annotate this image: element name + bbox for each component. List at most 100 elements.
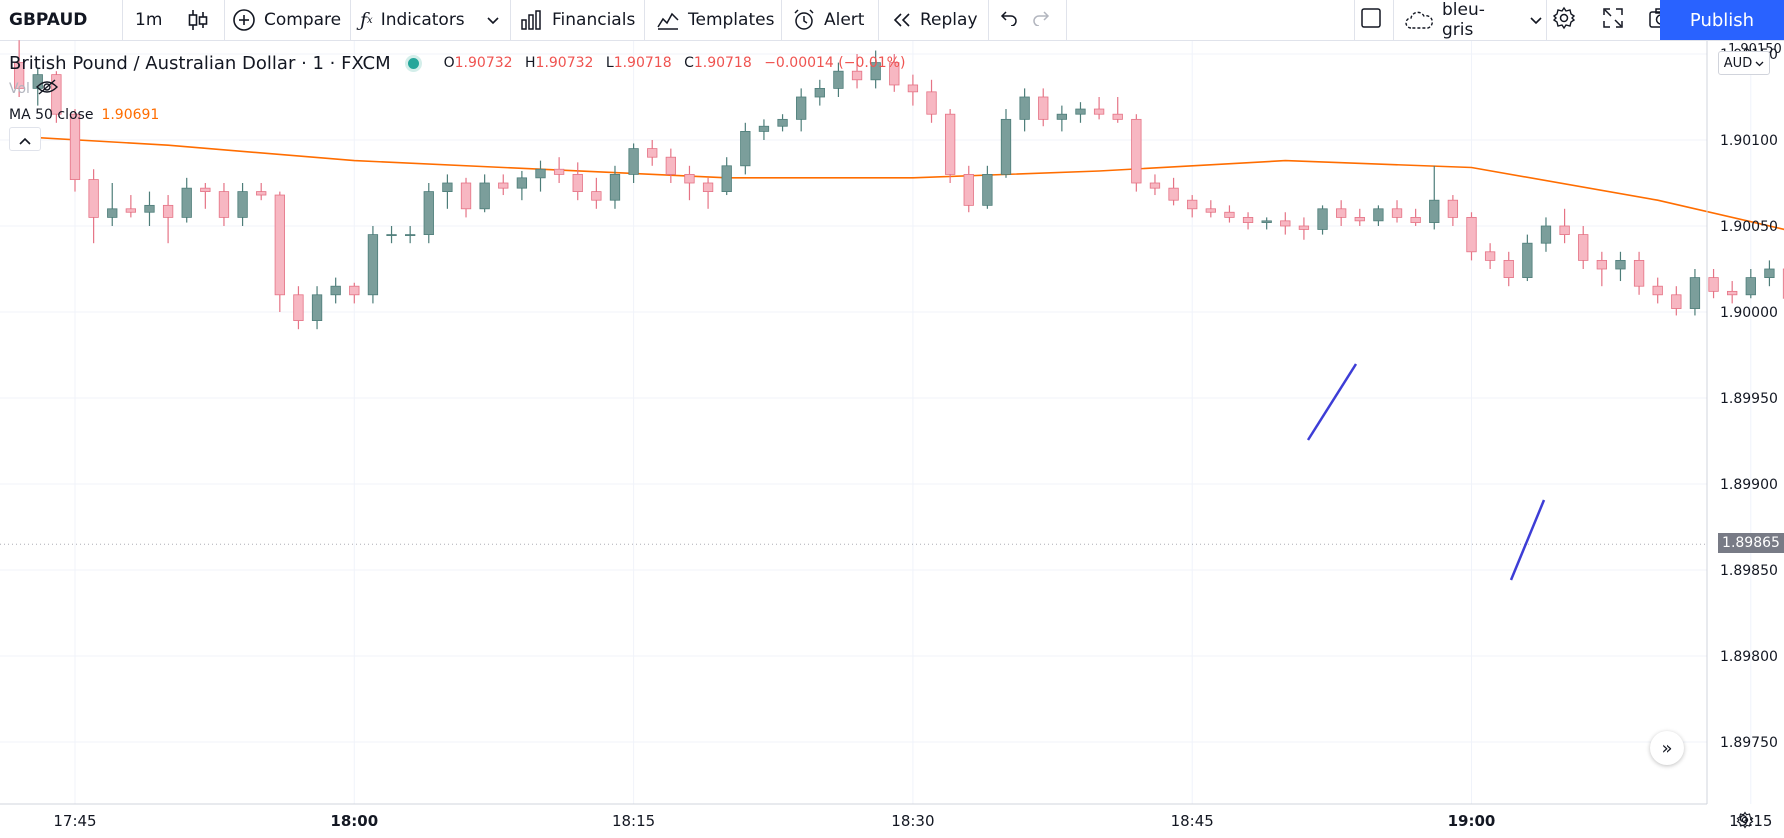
candle — [69, 109, 81, 192]
templates-button[interactable]: Templates — [656, 0, 776, 40]
chevron-down-icon — [1530, 10, 1542, 30]
candle-body — [330, 285, 341, 296]
candle — [833, 62, 844, 97]
candle-body — [162, 204, 174, 218]
candle-body — [1336, 208, 1347, 218]
price-tick-label: 1.89800 — [1720, 649, 1778, 665]
candle — [591, 177, 602, 209]
candle-body — [1000, 118, 1012, 175]
candle-body — [926, 91, 937, 115]
fullscreen-chart-button[interactable] — [1360, 0, 1382, 40]
replay-button[interactable]: Replay — [892, 0, 982, 40]
candle-body — [1596, 259, 1607, 270]
candles-icon — [187, 8, 209, 32]
alert-button[interactable]: Alert — [792, 0, 872, 40]
time-axis-settings-button[interactable] — [1733, 810, 1757, 834]
time-tick-label: 18:15 — [612, 812, 655, 830]
candle — [1745, 269, 1756, 299]
candle — [609, 165, 621, 209]
candle-body — [535, 168, 546, 179]
candle — [162, 195, 174, 244]
candle-body — [1056, 113, 1068, 120]
candle — [293, 286, 304, 330]
chart-grid — [0, 41, 1752, 804]
market-status-icon[interactable] — [404, 54, 422, 72]
candle — [665, 148, 676, 183]
candle — [1429, 165, 1440, 230]
interval-button[interactable]: 1m — [135, 0, 175, 40]
settings-button[interactable] — [1552, 0, 1576, 40]
candle — [460, 177, 472, 218]
candle — [1224, 205, 1235, 223]
candle-body — [740, 130, 751, 167]
alert-label: Alert — [824, 10, 865, 30]
eye-hidden-icon[interactable] — [35, 78, 58, 100]
candle — [777, 114, 788, 132]
candle — [889, 54, 900, 92]
toolbar-divider — [122, 0, 123, 40]
candle — [311, 286, 323, 330]
toolbar-divider — [1354, 0, 1355, 40]
low-value: 1.90718 — [613, 55, 672, 71]
scroll-to-realtime-button[interactable]: » — [1650, 731, 1684, 765]
undo-icon — [998, 10, 1018, 31]
ma-value: 1.90691 — [101, 107, 160, 123]
candle — [963, 165, 974, 213]
drawings-layer — [1306, 363, 1546, 581]
candle — [628, 143, 639, 183]
candle-body — [1615, 259, 1626, 270]
candle — [1056, 105, 1068, 132]
ma-50-line — [19, 135, 1784, 231]
candle-body — [833, 70, 844, 89]
currency-unit-button[interactable]: AUD — [1718, 51, 1770, 75]
collapse-legend-button[interactable] — [9, 127, 41, 151]
candle — [944, 109, 956, 183]
candle — [1354, 208, 1365, 226]
candle — [796, 88, 807, 132]
candle — [535, 160, 546, 192]
candle — [982, 165, 993, 209]
candle — [1093, 97, 1105, 120]
rewind-icon — [892, 12, 912, 28]
compare-button[interactable]: Compare — [232, 0, 342, 40]
candle-body — [870, 62, 881, 81]
candle-body — [181, 187, 192, 218]
toolbar-divider — [224, 0, 225, 40]
candle-body — [1745, 277, 1756, 296]
trend-line-drawing[interactable] — [1509, 499, 1546, 581]
candle — [330, 277, 341, 304]
undo-button[interactable] — [998, 0, 1022, 40]
time-tick-label: 18:00 — [330, 812, 378, 830]
change-value: −0.00014 (−0.01%) — [764, 55, 906, 71]
symbol-title[interactable]: British Pound / Australian Dollar · 1 · … — [9, 52, 391, 74]
replay-label: Replay — [920, 10, 978, 30]
candle — [498, 174, 509, 196]
trend-line-drawing[interactable] — [1306, 363, 1358, 441]
candle — [758, 119, 770, 140]
volume-legend-row: Vol — [9, 76, 913, 102]
redo-button[interactable] — [1032, 0, 1056, 40]
candle-body — [1224, 211, 1235, 218]
candle-body — [1447, 199, 1459, 218]
candle-body — [1391, 208, 1403, 218]
symbol-search-button[interactable]: GBPAUD — [9, 0, 119, 40]
chart-style-button[interactable] — [187, 0, 217, 40]
candle-body — [1112, 113, 1123, 120]
ma-legend-row[interactable]: MA 50 close 1.90691 — [9, 102, 913, 128]
fullscreen-button[interactable] — [1602, 0, 1626, 40]
candle-body — [591, 191, 602, 201]
candle-body — [256, 191, 267, 196]
candle — [1410, 208, 1421, 226]
toolbar-divider — [510, 0, 511, 40]
candle-body — [684, 173, 695, 184]
candle — [1280, 212, 1291, 235]
candle — [702, 177, 714, 209]
layout-button[interactable]: bleu-gris — [1404, 0, 1542, 40]
candle-body — [628, 148, 639, 175]
toolbar-divider — [878, 0, 879, 40]
financials-button[interactable]: Financials — [520, 0, 640, 40]
volume-label[interactable]: Vol — [9, 81, 30, 97]
publish-button[interactable]: Publish — [1660, 0, 1784, 40]
